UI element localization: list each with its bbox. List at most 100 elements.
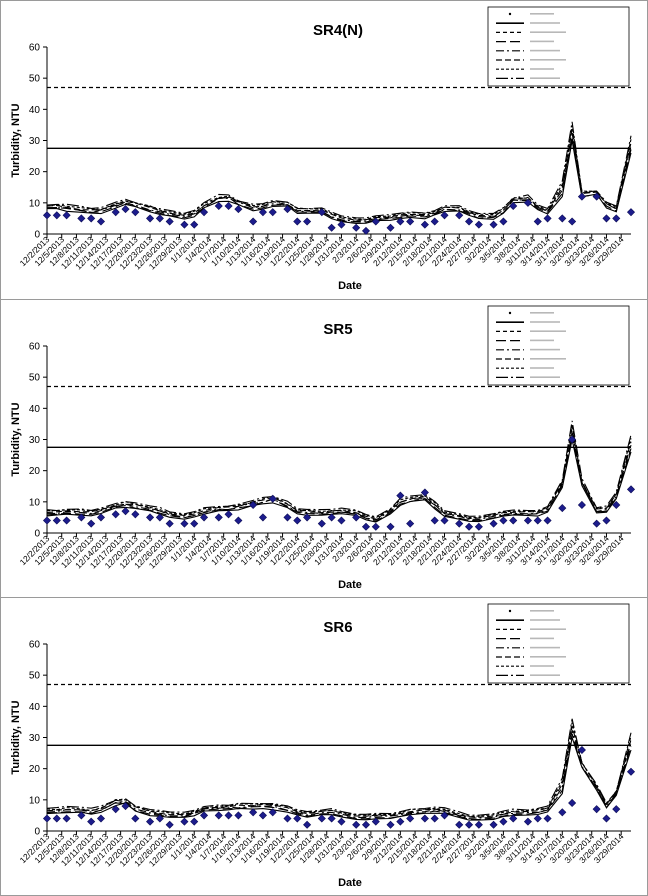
data-point <box>396 491 405 500</box>
legend <box>487 305 630 386</box>
model-series-line <box>46 428 632 520</box>
data-point <box>626 767 636 776</box>
model-series-line <box>46 733 632 821</box>
model-series-line <box>46 431 632 521</box>
legend-entry-text <box>530 339 554 342</box>
data-point <box>234 205 243 214</box>
legend-entry-text <box>530 376 560 378</box>
data-point <box>352 223 361 232</box>
data-point <box>224 811 233 820</box>
model-series-line <box>46 424 632 519</box>
legend-entry-text <box>530 40 554 43</box>
data-point <box>602 516 611 525</box>
data-point <box>371 817 380 826</box>
data-point <box>406 519 415 528</box>
data-point <box>440 811 449 820</box>
y-tick-label: 0 <box>34 827 40 838</box>
data-point <box>626 208 636 217</box>
data-point <box>465 217 474 226</box>
y-axis-label: Turbidity, NTU <box>10 700 22 774</box>
data-point <box>42 814 52 823</box>
legend-entry-text <box>530 330 566 332</box>
data-point <box>52 516 61 525</box>
y-tick-label: 40 <box>29 105 41 116</box>
legend-entry-text <box>530 358 566 360</box>
data-point <box>180 519 189 528</box>
panel-divider <box>1 597 647 598</box>
panel-divider <box>1 299 647 300</box>
data-point <box>489 519 498 528</box>
data-point <box>180 817 189 826</box>
legend-entry-text <box>530 646 560 649</box>
data-point <box>440 516 449 525</box>
data-point <box>386 522 395 531</box>
data-point <box>523 516 532 525</box>
data-point <box>62 516 71 525</box>
chart-panel-sr4n: SR4(N)010203040506012/2/201312/5/201312/… <box>10 6 636 292</box>
data-point <box>499 817 508 826</box>
data-point <box>293 217 302 226</box>
legend-entry-text <box>530 665 554 667</box>
data-point <box>337 220 346 229</box>
y-tick-label: 10 <box>29 795 41 806</box>
legend-entry-text <box>530 610 554 612</box>
legend-entry-text <box>530 13 554 15</box>
data-point <box>371 217 380 226</box>
legend <box>487 603 630 684</box>
legend-entry-text <box>530 367 554 369</box>
data-point <box>533 217 542 226</box>
data-point <box>568 217 577 226</box>
y-tick-label: 30 <box>29 733 41 744</box>
data-point <box>509 814 518 823</box>
data-point <box>489 220 498 229</box>
y-tick-label: 30 <box>29 136 41 147</box>
legend-box <box>487 305 630 386</box>
data-point <box>77 811 86 820</box>
data-point <box>258 811 267 820</box>
data-point <box>558 504 567 513</box>
data-point <box>474 220 483 229</box>
data-point <box>406 217 415 226</box>
y-tick-label: 10 <box>29 497 41 508</box>
data-point <box>533 516 542 525</box>
data-point <box>303 513 312 522</box>
model-series-line <box>47 140 632 225</box>
data-point <box>234 811 243 820</box>
data-point <box>420 488 429 497</box>
model-series-line <box>46 136 632 223</box>
data-point <box>180 220 189 229</box>
data-point <box>543 516 552 525</box>
data-point <box>52 211 61 220</box>
legend-swatch <box>508 12 512 16</box>
data-point <box>165 519 174 528</box>
data-point <box>440 211 449 220</box>
y-tick-label: 50 <box>29 74 41 85</box>
data-point <box>612 500 621 509</box>
data-point <box>268 208 277 217</box>
data-point <box>77 513 86 522</box>
data-point <box>224 201 233 210</box>
data-point <box>283 814 292 823</box>
data-point <box>602 214 611 223</box>
data-point <box>430 516 439 525</box>
legend-entry-text <box>530 619 560 621</box>
data-point <box>96 217 106 226</box>
data-point <box>430 217 439 226</box>
data-point <box>42 211 52 220</box>
data-point <box>146 513 155 522</box>
data-point <box>96 513 106 522</box>
data-point <box>258 513 267 522</box>
model-series-line <box>46 718 632 816</box>
data-point <box>131 510 140 519</box>
legend <box>487 6 630 87</box>
data-point <box>200 208 209 217</box>
data-point <box>352 820 361 829</box>
data-point <box>558 214 567 223</box>
data-point <box>509 516 518 525</box>
data-point <box>430 814 439 823</box>
model-series-line <box>46 722 632 817</box>
legend-box <box>487 603 630 684</box>
y-tick-label: 10 <box>29 198 41 209</box>
data-point <box>337 516 346 525</box>
data-point <box>499 217 508 226</box>
